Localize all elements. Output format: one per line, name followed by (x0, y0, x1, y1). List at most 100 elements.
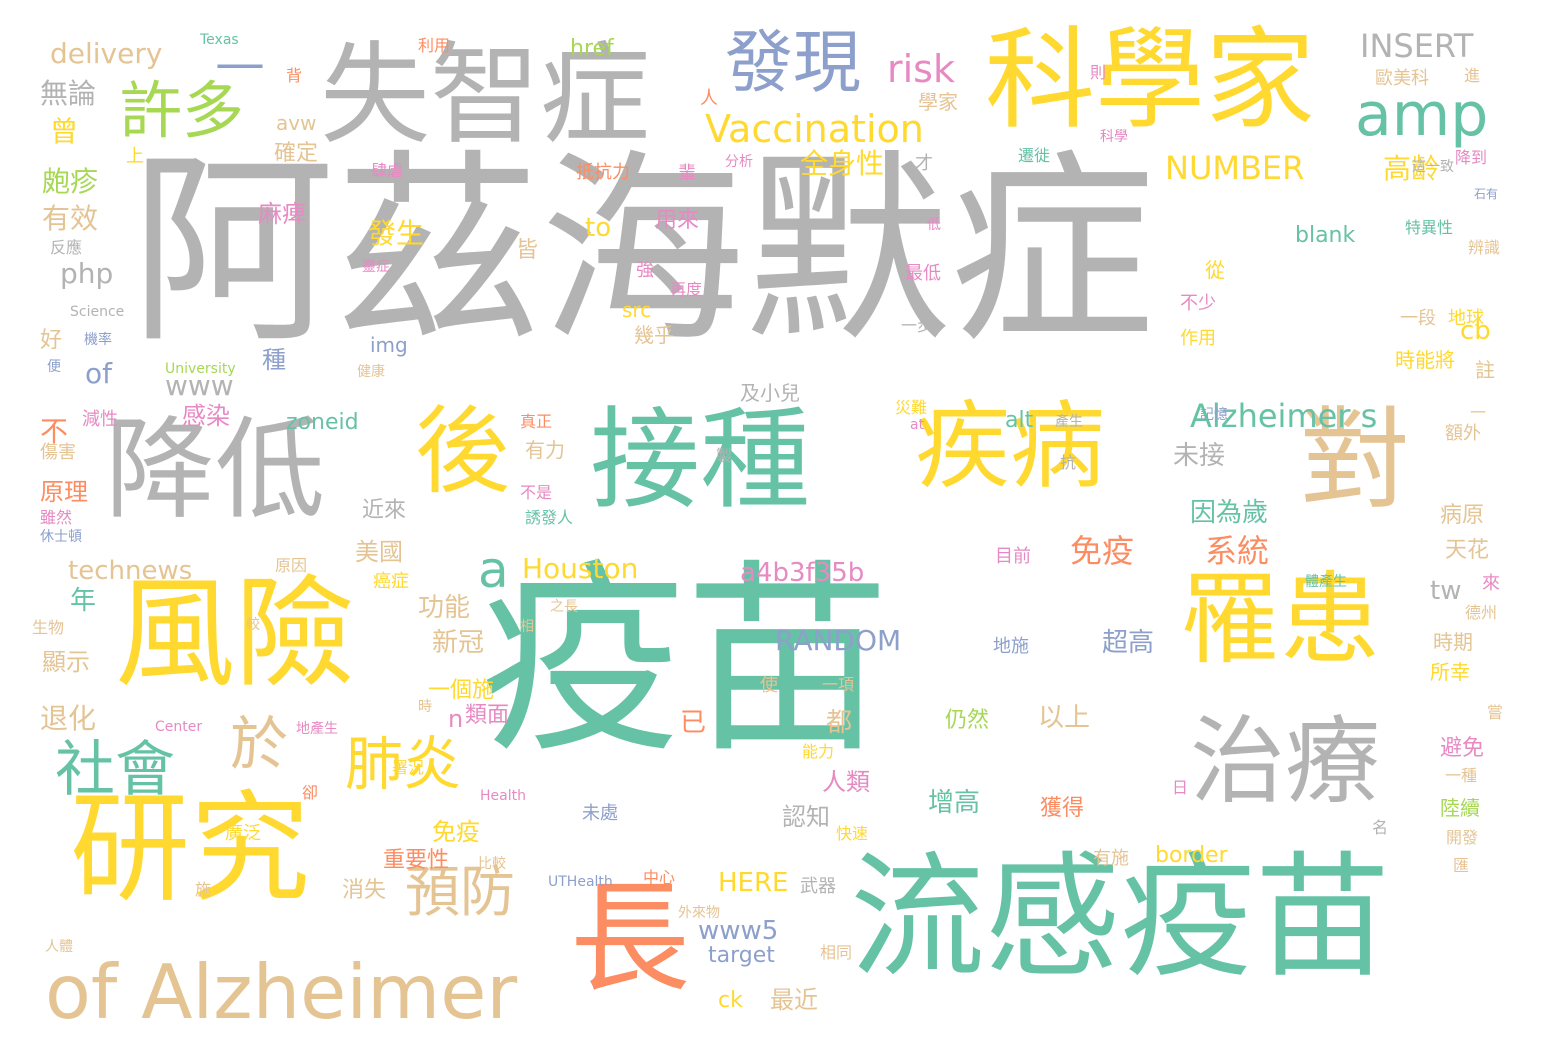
cloud-word-183: 較 (246, 617, 260, 633)
cloud-word-2: 流感疫苗 (850, 839, 1390, 996)
cloud-word-92: 抵抗力 (576, 162, 630, 183)
cloud-word-73: 都 (826, 708, 853, 738)
cloud-word-116: 真正 (520, 412, 553, 431)
cloud-word-157: 時能將 (1395, 348, 1455, 372)
cloud-word-121: 額外 (1445, 423, 1481, 444)
cloud-word-87: 則 (1090, 63, 1107, 82)
cloud-word-1: 疫苗 (480, 543, 890, 781)
cloud-word-52: 人類 (822, 768, 870, 796)
cloud-word-120: 天花 (1445, 538, 1490, 563)
cloud-word-195: 名 (1372, 818, 1389, 837)
cloud-word-123: 抗 (1060, 453, 1077, 472)
cloud-word-153: 開發 (1446, 828, 1479, 847)
cloud-word-165: 作用 (1180, 328, 1216, 349)
cloud-word-85: 人 (700, 88, 718, 109)
cloud-word-3: 接種 (590, 396, 810, 524)
cloud-word-160: 德州 (1465, 603, 1498, 622)
cloud-word-35-houston: Houston (522, 552, 639, 585)
cloud-word-53: 認知 (782, 803, 830, 831)
cloud-word-40-here: HERE (718, 868, 789, 898)
cloud-word-101: 健康 (357, 364, 385, 380)
cloud-word-192: 曾 (50, 115, 79, 148)
cloud-word-10: 疾病 (915, 392, 1106, 502)
cloud-word-132: 署況 (392, 758, 425, 777)
cloud-word-94: 用來 (655, 208, 700, 233)
cloud-word-166: 不少 (1180, 293, 1216, 314)
cloud-word-58: 因為歲 (1190, 498, 1269, 528)
cloud-word-32-delivery: delivery (50, 37, 163, 70)
cloud-word-70: 增高 (928, 788, 981, 818)
cloud-word-11: 對 (1300, 396, 1410, 524)
cloud-word-168: 一段 (1400, 308, 1436, 329)
cloud-word-15-of-alzheimer: of Alzheimer (45, 948, 518, 1036)
cloud-word-60-cb: cb (1460, 316, 1491, 346)
cloud-word-167: 從 (1205, 258, 1225, 282)
cloud-word-103-science: Science (70, 304, 125, 320)
cloud-word-135: 中心 (643, 868, 676, 887)
cloud-word-181: 年 (70, 586, 97, 616)
cloud-word-89: 進 (1464, 66, 1481, 85)
cloud-word-147: 能力 (802, 742, 835, 761)
cloud-word-68: 以上 (1038, 703, 1091, 733)
cloud-word-38-a4b3f35b: a4b3f35b (740, 558, 865, 588)
cloud-word-119: 病原 (1440, 503, 1485, 528)
cloud-word-102-university: University (165, 361, 236, 377)
cloud-word-42: 發生 (368, 217, 425, 250)
cloud-word-6: 研究 (70, 780, 310, 919)
cloud-word-154: 一種 (1445, 766, 1478, 785)
cloud-word-145: 有施 (1093, 848, 1129, 869)
cloud-word-144: 快速 (836, 824, 869, 843)
cloud-word-97: 皆 (516, 238, 539, 263)
cloud-word-164: 註 (1475, 358, 1495, 382)
cloud-word-17-amp: amp (1355, 80, 1489, 150)
cloud-word-139-target: target (708, 943, 775, 968)
cloud-word-109: 減性 (82, 409, 118, 430)
cloud-word-188: 製 (716, 446, 733, 465)
cloud-word-100-img: img (370, 333, 408, 357)
cloud-word-93: 輩 (678, 163, 696, 184)
cloud-word-72: 已 (680, 708, 707, 738)
cloud-word-62: 功能 (418, 593, 471, 623)
cloud-word-83-avw: avw (276, 111, 317, 135)
cloud-word-76: 一個施 (428, 678, 495, 703)
cloud-word-194: — (215, 34, 265, 92)
cloud-word-127-center: Center (155, 719, 203, 735)
cloud-word-29-number: NUMBER (1165, 149, 1305, 187)
cloud-word-80-texas: Texas (200, 32, 239, 48)
cloud-word-108: 機率 (84, 332, 112, 348)
cloud-word-50: 免疫 (432, 818, 480, 846)
cloud-word-56: 近來 (362, 498, 407, 523)
cloud-word-143: 消失 (342, 878, 387, 903)
cloud-word-185: 人體 (45, 939, 73, 955)
cloud-word-105: 便 (47, 359, 61, 375)
cloud-word-136-uthealth: UTHealth (548, 874, 613, 890)
cloud-word-162: 體產生 (1305, 574, 1347, 590)
cloud-word-171: 低 (927, 217, 941, 233)
cloud-word-98-src: src (622, 298, 652, 322)
cloud-word-182: 之長 (550, 599, 578, 615)
cloud-word-114: 產生 (1055, 414, 1083, 430)
cloud-word-36-technews: technews (68, 556, 193, 586)
cloud-word-115: 有力 (525, 438, 565, 462)
cloud-word-155: 避免 (1440, 736, 1485, 761)
cloud-word-191: 癌症 (373, 571, 409, 592)
cloud-word-187: 及小兒 (740, 381, 800, 405)
cloud-word-134: 相 (520, 619, 534, 635)
cloud-word-141: 相同 (820, 943, 853, 962)
cloud-word-112: 休士頓 (40, 529, 82, 545)
cloud-word-61: 美國 (355, 538, 403, 566)
cloud-word-196: 匯 (1453, 856, 1470, 875)
cloud-word-199: 一 (1470, 403, 1487, 422)
cloud-word-16: 發現 (725, 24, 862, 103)
cloud-word-31: 高齡 (1383, 152, 1440, 185)
cloud-word-18: 許多 (120, 74, 245, 147)
cloud-word-79-blank: blank (1295, 223, 1356, 248)
cloud-word-77: 重要性 (383, 848, 450, 873)
cloud-word-99: 幾乎 (634, 323, 674, 347)
cloud-word-111: 雖然 (40, 508, 73, 527)
cloud-word-41-to: to (585, 213, 612, 243)
cloud-word-22: 預防 (405, 860, 516, 924)
cloud-word-124: 災難 (895, 398, 928, 417)
cloud-word-19: 社會 (55, 735, 175, 805)
cloud-word-96: 強 (636, 260, 654, 281)
